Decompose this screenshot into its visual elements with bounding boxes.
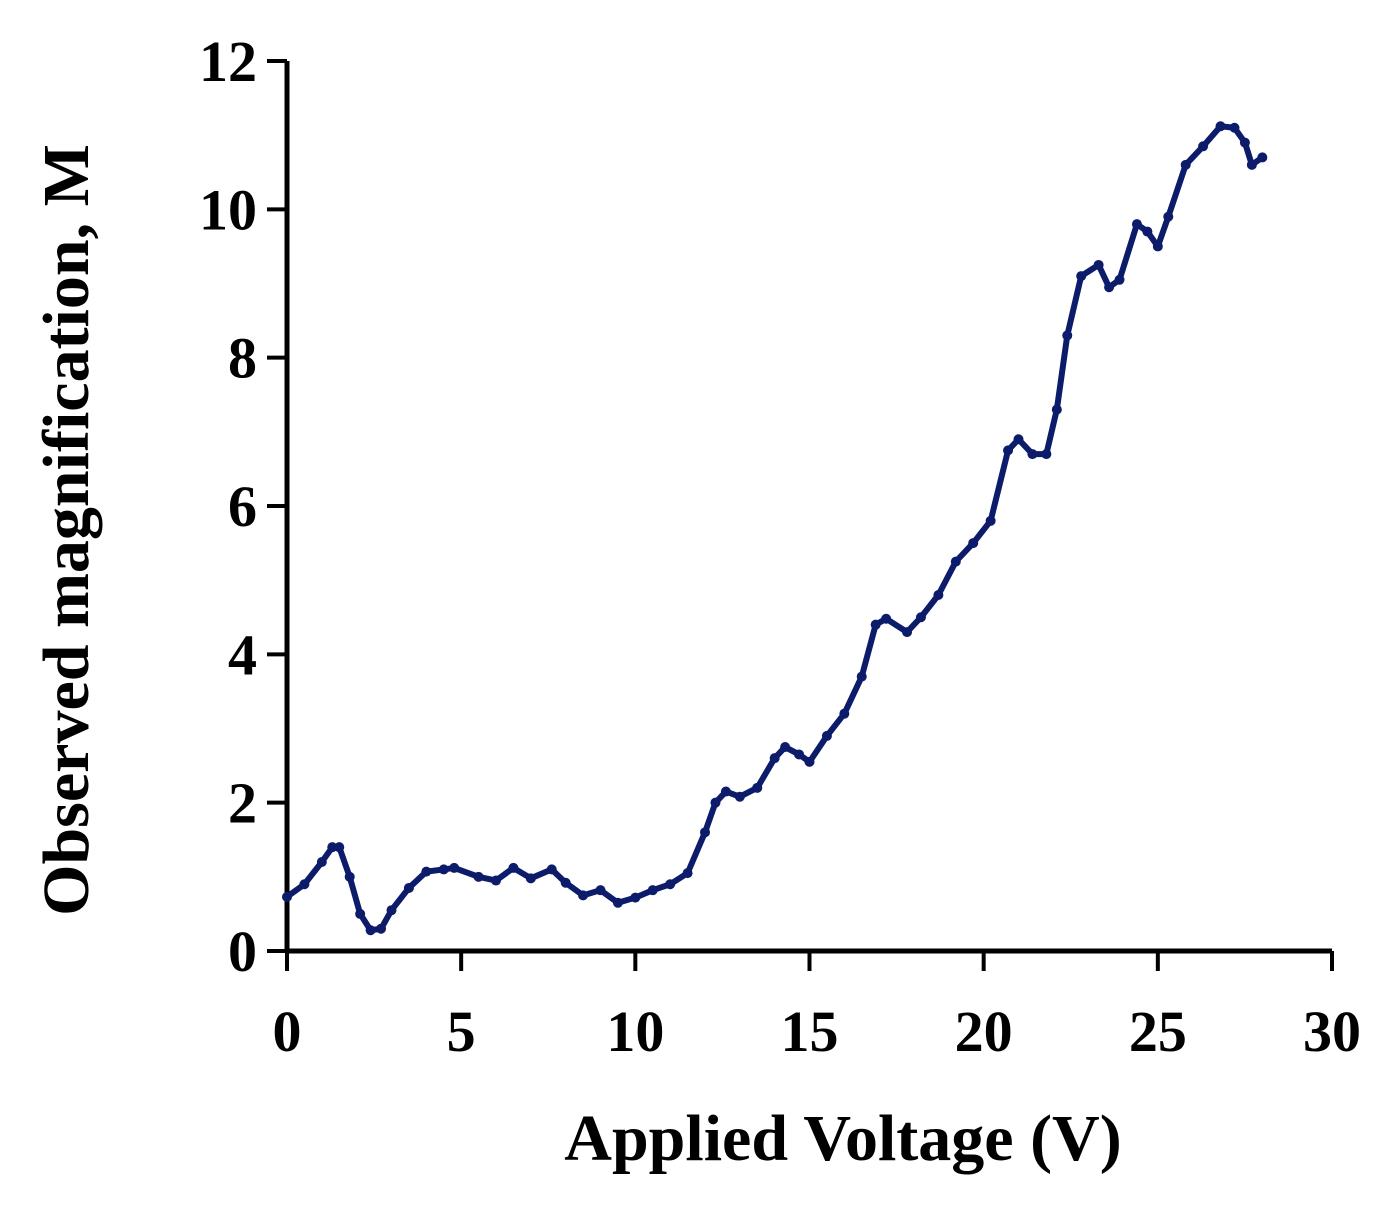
data-point xyxy=(839,708,850,719)
data-point xyxy=(630,892,641,903)
data-point xyxy=(665,879,676,890)
y-tick-label: 8 xyxy=(228,326,257,391)
data-point xyxy=(403,882,414,893)
data-point xyxy=(1229,122,1240,133)
data-point xyxy=(421,866,432,877)
data-point xyxy=(734,791,745,802)
data-point xyxy=(355,908,366,919)
data-point xyxy=(327,842,338,853)
x-tick-label: 25 xyxy=(1129,999,1187,1064)
data-point xyxy=(870,619,881,630)
data-point xyxy=(1142,226,1153,237)
x-tick-label: 15 xyxy=(781,999,839,1064)
data-point xyxy=(1076,271,1087,282)
data-point xyxy=(710,797,721,808)
data-point xyxy=(720,786,731,797)
data-point xyxy=(449,862,460,873)
data-point xyxy=(282,891,292,902)
data-point xyxy=(316,857,327,867)
data-point xyxy=(1257,152,1268,163)
data-point xyxy=(1215,121,1226,132)
data-point xyxy=(560,877,571,888)
y-tick-label: 2 xyxy=(228,771,257,836)
data-point xyxy=(1041,449,1052,460)
data-point xyxy=(915,612,926,623)
data-point xyxy=(780,742,791,753)
data-point xyxy=(1152,241,1163,252)
data-point xyxy=(1013,434,1024,445)
data-point xyxy=(1114,274,1125,285)
y-axis-title: Observed magnification, M xyxy=(30,144,103,916)
x-axis-title: Applied Voltage (V) xyxy=(564,1102,1121,1175)
data-point xyxy=(950,556,961,567)
data-point xyxy=(700,827,710,838)
series-line xyxy=(285,123,1265,934)
data-point xyxy=(682,868,693,879)
data-point xyxy=(1027,449,1038,460)
data-point xyxy=(546,864,557,875)
data-point xyxy=(985,515,996,526)
y-tick-label: 10 xyxy=(199,177,257,242)
data-point xyxy=(299,879,310,890)
y-tick-label: 0 xyxy=(228,919,257,984)
data-point xyxy=(1198,141,1209,152)
data-point xyxy=(1003,445,1014,456)
data-point xyxy=(1093,259,1104,270)
data-point xyxy=(1246,159,1257,170)
y-tick-label: 12 xyxy=(199,29,257,94)
data-point xyxy=(376,923,387,934)
data-point xyxy=(1062,330,1073,341)
data-point xyxy=(881,613,892,624)
data-point xyxy=(933,590,944,600)
data-point xyxy=(438,864,449,875)
data-point xyxy=(968,538,979,549)
data-point xyxy=(491,875,501,886)
data-point xyxy=(804,756,815,767)
data-point xyxy=(902,627,913,638)
data-point xyxy=(1180,159,1191,170)
data-point xyxy=(334,842,345,853)
data-point xyxy=(386,905,397,916)
data-point xyxy=(473,871,484,882)
data-point xyxy=(1163,211,1174,222)
data-point xyxy=(1131,219,1142,230)
x-tick-label: 20 xyxy=(955,999,1013,1064)
x-tick-label: 10 xyxy=(606,999,664,1064)
data-point xyxy=(856,671,867,682)
data-point xyxy=(578,890,589,901)
data-point xyxy=(365,925,376,936)
data-point xyxy=(525,873,536,884)
data-point xyxy=(595,885,606,896)
x-tick-label: 30 xyxy=(1303,999,1361,1064)
data-point xyxy=(1051,404,1062,415)
data-point xyxy=(612,897,623,908)
data-point xyxy=(344,871,355,882)
data-point xyxy=(508,862,519,873)
x-tick-label: 0 xyxy=(273,999,302,1064)
data-point xyxy=(769,753,780,764)
data-point xyxy=(821,730,832,741)
y-tick-label: 6 xyxy=(228,474,257,539)
data-point xyxy=(647,885,658,896)
data-point xyxy=(1239,137,1250,148)
y-tick-label: 4 xyxy=(228,622,257,687)
data-point xyxy=(1104,282,1115,293)
data-point xyxy=(752,782,763,793)
data-point xyxy=(794,749,805,760)
x-tick-label: 5 xyxy=(447,999,476,1064)
